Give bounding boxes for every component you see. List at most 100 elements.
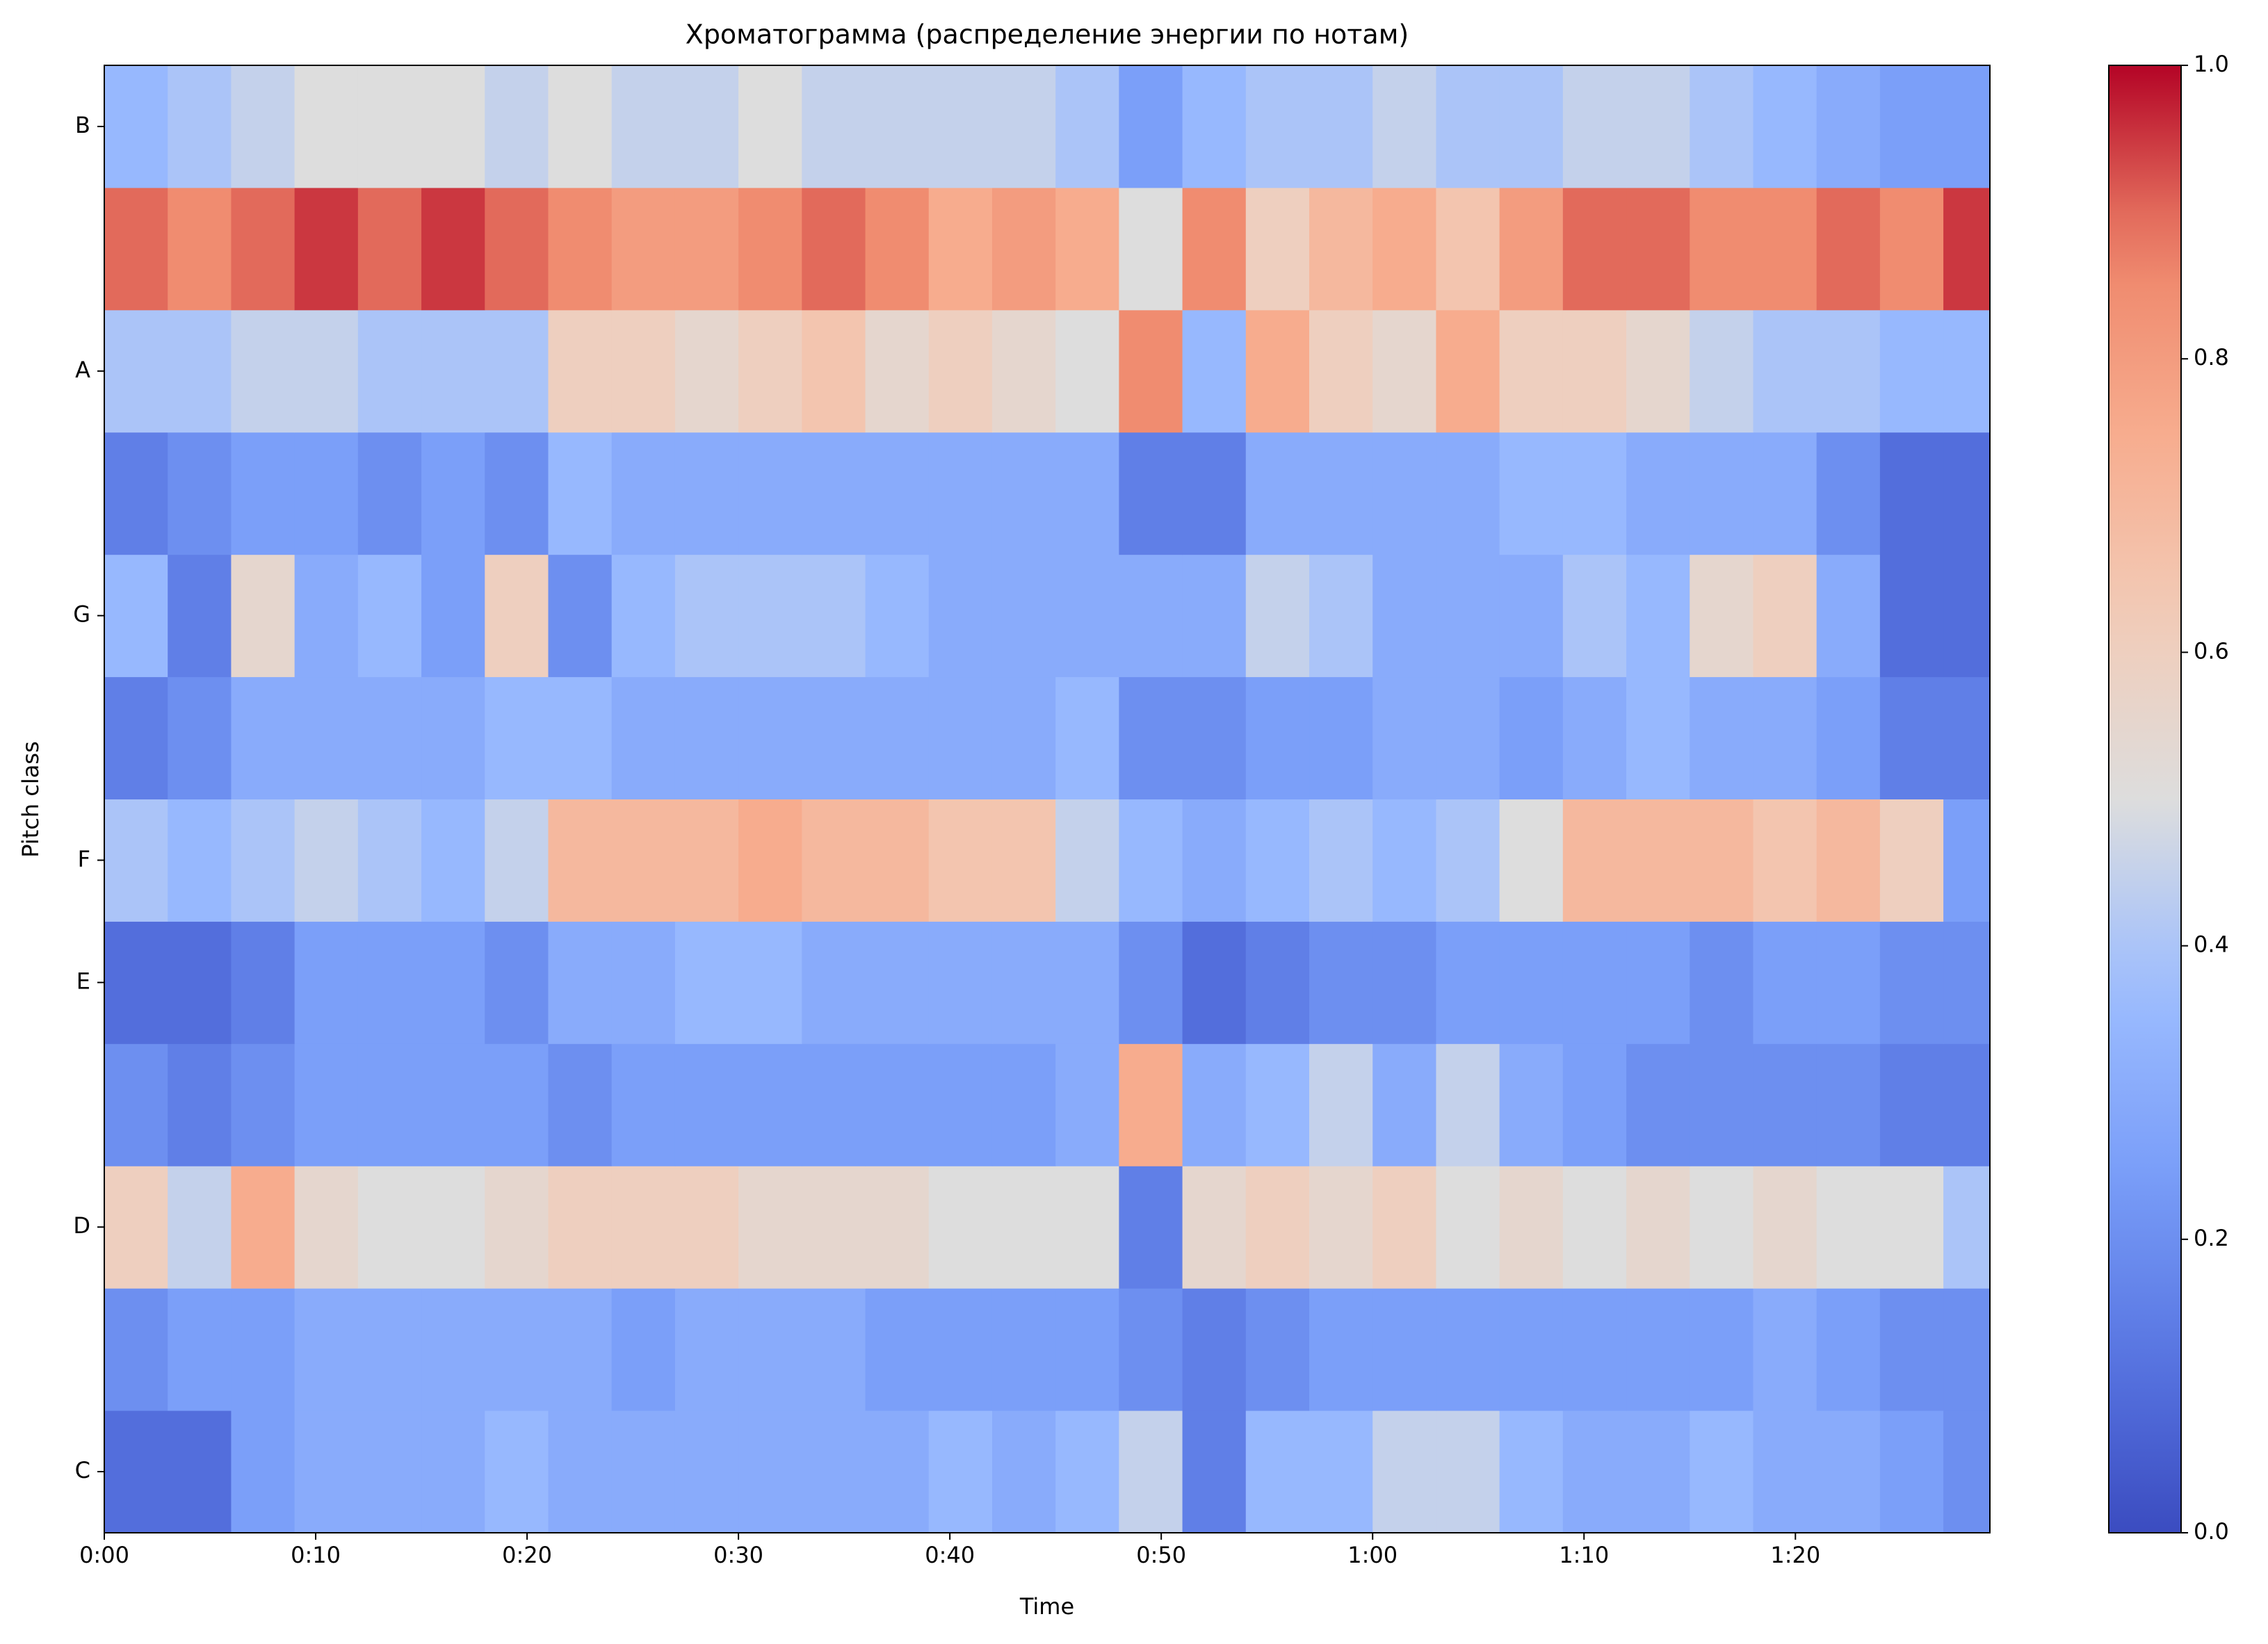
heat-cell <box>1372 65 1436 188</box>
heat-cell <box>1055 1043 1119 1166</box>
heat-cell <box>1879 309 1944 433</box>
heat-cell <box>357 432 422 555</box>
heat-cell <box>1309 187 1373 311</box>
heat-cell <box>231 676 295 799</box>
heat-cell <box>104 1166 168 1289</box>
heat-cell <box>104 921 168 1044</box>
heat-cell <box>294 921 359 1044</box>
heat-cell <box>1879 65 1944 188</box>
heat-cell <box>1055 921 1119 1044</box>
heat-cell <box>738 1288 802 1411</box>
heat-cell <box>1245 1288 1310 1411</box>
heat-cell <box>294 1166 359 1289</box>
y-tick-label: E <box>76 968 90 994</box>
heat-cell <box>548 1043 613 1166</box>
heat-cell <box>1309 432 1373 555</box>
heat-cell <box>1626 187 1690 311</box>
heat-cell <box>928 676 993 799</box>
heat-cell <box>1499 432 1564 555</box>
y-tick-label: C <box>75 1457 90 1483</box>
heat-cell <box>1879 1166 1944 1289</box>
heat-cell <box>294 799 359 922</box>
heat-cell <box>1182 1410 1247 1533</box>
heat-cell <box>865 309 930 433</box>
heat-cell <box>1499 65 1564 188</box>
heat-cell <box>231 554 295 678</box>
heat-cell <box>1879 921 1944 1044</box>
heat-cell <box>357 554 422 678</box>
heat-cell <box>1626 799 1690 922</box>
heat-cell <box>1626 676 1690 799</box>
heat-cell <box>674 676 739 799</box>
heat-cell <box>1943 921 1991 1044</box>
heat-cell <box>1436 309 1500 433</box>
heat-cell <box>294 65 359 188</box>
heat-cell <box>1182 554 1247 678</box>
heat-cell <box>1436 187 1500 311</box>
heat-cell <box>928 65 993 188</box>
heat-cell <box>1943 1166 1991 1289</box>
heat-cell <box>802 309 866 433</box>
heat-cell <box>738 554 802 678</box>
heat-cell <box>1182 432 1247 555</box>
heat-cell <box>1562 432 1627 555</box>
heat-cell <box>1436 676 1500 799</box>
heat-cell <box>1626 432 1690 555</box>
heat-cell <box>1055 187 1119 311</box>
heat-cell <box>865 799 930 922</box>
y-tick-label: D <box>73 1212 90 1239</box>
heat-cell <box>1816 554 1881 678</box>
heat-cell <box>421 1166 485 1289</box>
heat-cell <box>1753 799 1817 922</box>
heat-cell <box>802 432 866 555</box>
heat-cell <box>674 799 739 922</box>
heat-cell <box>294 309 359 433</box>
heat-cell <box>1182 1288 1247 1411</box>
heat-cell <box>674 187 739 311</box>
heat-cell <box>1436 921 1500 1044</box>
heat-cell <box>1879 799 1944 922</box>
heat-cell <box>674 65 739 188</box>
heat-cell <box>865 1166 930 1289</box>
heat-cell <box>485 676 549 799</box>
heat-cell <box>548 1166 613 1289</box>
heat-cell <box>1753 65 1817 188</box>
heat-cell <box>231 309 295 433</box>
heat-cell <box>1562 1166 1627 1289</box>
heat-cell <box>674 554 739 678</box>
y-tick-label: G <box>73 601 90 628</box>
heat-cell <box>865 432 930 555</box>
heat-cell <box>1499 1043 1564 1166</box>
heat-cell <box>548 187 613 311</box>
heat-cell <box>1245 554 1310 678</box>
x-tick-label: 1:20 <box>1770 1542 1820 1568</box>
heat-cell <box>1690 1288 1753 1411</box>
heat-cell <box>1499 554 1564 678</box>
heat-cell <box>1436 1043 1500 1166</box>
heat-cell <box>1499 309 1564 433</box>
heat-cell <box>611 187 676 311</box>
heat-cell <box>1753 1410 1817 1533</box>
heat-cell <box>1119 1288 1183 1411</box>
heat-cell <box>1119 1410 1183 1533</box>
heat-cell <box>991 799 1056 922</box>
plot-frame <box>104 65 1991 1533</box>
heat-cell <box>1119 554 1183 678</box>
heat-cell <box>738 432 802 555</box>
heat-cell <box>1309 1410 1373 1533</box>
heat-cell <box>548 1410 613 1533</box>
heat-cell <box>357 65 422 188</box>
heat-cell <box>1690 921 1753 1044</box>
heat-cell <box>611 554 676 678</box>
heat-cell <box>928 1166 993 1289</box>
heat-cell <box>485 309 549 433</box>
heat-cell <box>548 921 613 1044</box>
heat-cell <box>1372 676 1436 799</box>
heat-cell <box>1119 309 1183 433</box>
heat-cell <box>231 799 295 922</box>
heat-cell <box>738 187 802 311</box>
heat-cell <box>231 187 295 311</box>
heat-cell <box>1499 676 1564 799</box>
heat-cell <box>1816 65 1881 188</box>
heat-cell <box>1245 1043 1310 1166</box>
